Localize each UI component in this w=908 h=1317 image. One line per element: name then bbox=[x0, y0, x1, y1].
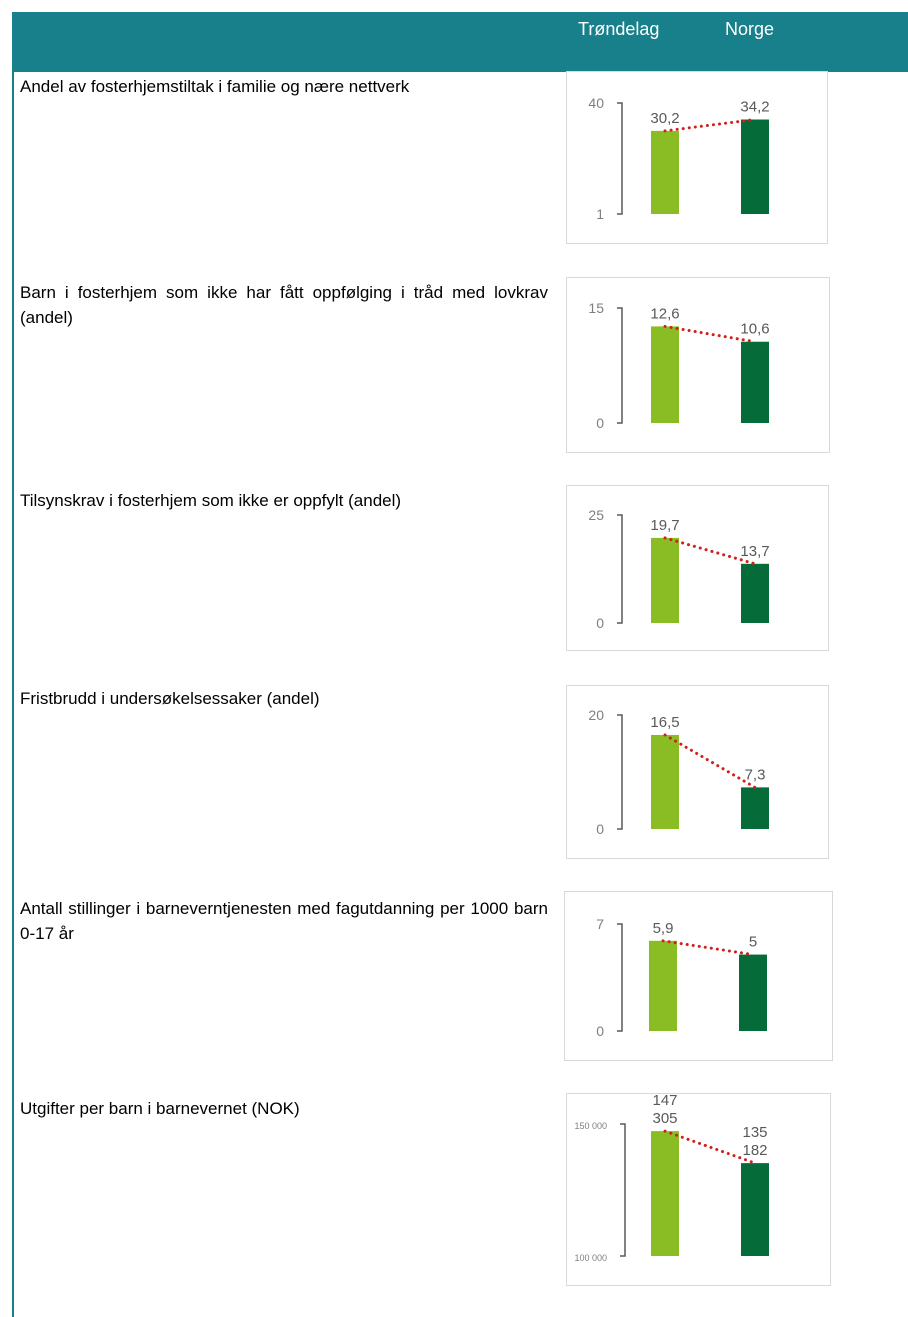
y-tick-label-top: 15 bbox=[588, 300, 604, 316]
y-axis-line bbox=[620, 1123, 626, 1257]
bar-trondelag bbox=[651, 537, 679, 623]
y-tick-label-bottom: 0 bbox=[596, 821, 604, 837]
row-label-2: Barn i fosterhjem som ikke har fått oppf… bbox=[20, 283, 548, 327]
chart-3: 25 0 19,7 13,7 bbox=[566, 485, 829, 651]
data-label-trondelag: 5,9 bbox=[653, 920, 674, 937]
data-label-norge: 7,3 bbox=[745, 766, 766, 783]
bar-trondelag bbox=[651, 326, 679, 423]
chart-svg: 705,95 bbox=[596, 916, 767, 1039]
trend-connector bbox=[663, 1129, 757, 1165]
data-label-norge: 135 182 bbox=[742, 1124, 767, 1159]
y-tick-label-bottom: 1 bbox=[596, 206, 604, 222]
column-header-norge: Norge bbox=[725, 19, 775, 39]
row-label-4: Fristbrudd i undersøkelsessaker (andel) bbox=[20, 689, 320, 708]
y-tick-label-bottom: 0 bbox=[596, 415, 604, 431]
y-tick-label-bottom: 100 000 bbox=[574, 1253, 607, 1263]
chart-1: 40 1 30,2 34,2 bbox=[566, 71, 828, 244]
chart-4: 20 0 16,5 7,3 bbox=[566, 685, 829, 859]
chart-svg: 20 0 16,5 7,3 bbox=[588, 707, 769, 837]
chart-2: 15 0 12,6 10,6 bbox=[566, 277, 830, 453]
y-axis-line bbox=[617, 714, 623, 830]
chart-svg: 25 0 19,7 13,7 bbox=[588, 507, 769, 631]
y-axis-line bbox=[617, 514, 623, 624]
data-label-trondelag: 12,6 bbox=[650, 305, 679, 322]
data-label-trondelag: 19,7 bbox=[650, 517, 679, 534]
y-tick-label-bottom: 0 bbox=[596, 1023, 604, 1039]
y-axis-line bbox=[617, 102, 623, 215]
chart-6: 150 000 100 000 147 305 135 182 bbox=[566, 1093, 831, 1286]
row-label-3: Tilsynskrav i fosterhjem som ikke er opp… bbox=[20, 491, 402, 510]
column-header-trondelag: Trøndelag bbox=[578, 19, 660, 39]
data-label-trondelag: 147 305 bbox=[652, 1094, 677, 1127]
data-label-norge: 13,7 bbox=[740, 543, 769, 560]
bar-trondelag bbox=[649, 940, 677, 1031]
bar-norge bbox=[741, 119, 769, 214]
y-tick-label-top: 150 000 bbox=[574, 1121, 607, 1131]
chart-svg: 40 1 30,2 34,2 bbox=[588, 95, 769, 222]
left-rule bbox=[12, 70, 14, 1317]
trend-connector bbox=[663, 536, 757, 566]
bar-trondelag bbox=[651, 1131, 679, 1256]
row-label-1: Andel av fosterhjemstiltak i familie og … bbox=[20, 77, 410, 96]
bar-norge bbox=[739, 954, 767, 1031]
data-label-norge: 5 bbox=[749, 934, 757, 951]
data-label-trondelag: 30,2 bbox=[650, 110, 679, 127]
y-tick-label-top: 7 bbox=[596, 916, 604, 932]
data-label-norge: 10,6 bbox=[740, 321, 769, 338]
row-label-6: Utgifter per barn i barnevernet (NOK) bbox=[20, 1099, 300, 1118]
y-tick-label-top: 20 bbox=[588, 707, 604, 723]
chart-svg: 15 0 12,6 10,6 bbox=[588, 300, 769, 431]
y-axis-line bbox=[617, 923, 623, 1032]
bar-norge bbox=[741, 1163, 769, 1256]
chart-svg: 150 000 100 000 147 305 135 182 bbox=[574, 1094, 769, 1263]
y-axis-line bbox=[617, 307, 623, 424]
bar-norge bbox=[741, 341, 769, 423]
data-label-trondelag: 16,5 bbox=[650, 714, 679, 731]
y-tick-label-bottom: 0 bbox=[596, 615, 604, 631]
row-label-5: Antall stillinger i barneverntjenesten m… bbox=[20, 899, 548, 943]
y-tick-label-top: 40 bbox=[588, 95, 604, 111]
data-label-norge: 34,2 bbox=[740, 99, 769, 116]
chart-5: 7 0 5,9 5 bbox=[564, 891, 833, 1061]
bar-norge bbox=[741, 787, 769, 829]
bar-trondelag bbox=[651, 734, 679, 829]
table-header: Trøndelag Norge bbox=[12, 12, 908, 72]
y-tick-label-top: 25 bbox=[588, 507, 604, 523]
bar-trondelag bbox=[651, 130, 679, 214]
bar-norge bbox=[741, 563, 769, 623]
trend-connector bbox=[663, 733, 757, 789]
